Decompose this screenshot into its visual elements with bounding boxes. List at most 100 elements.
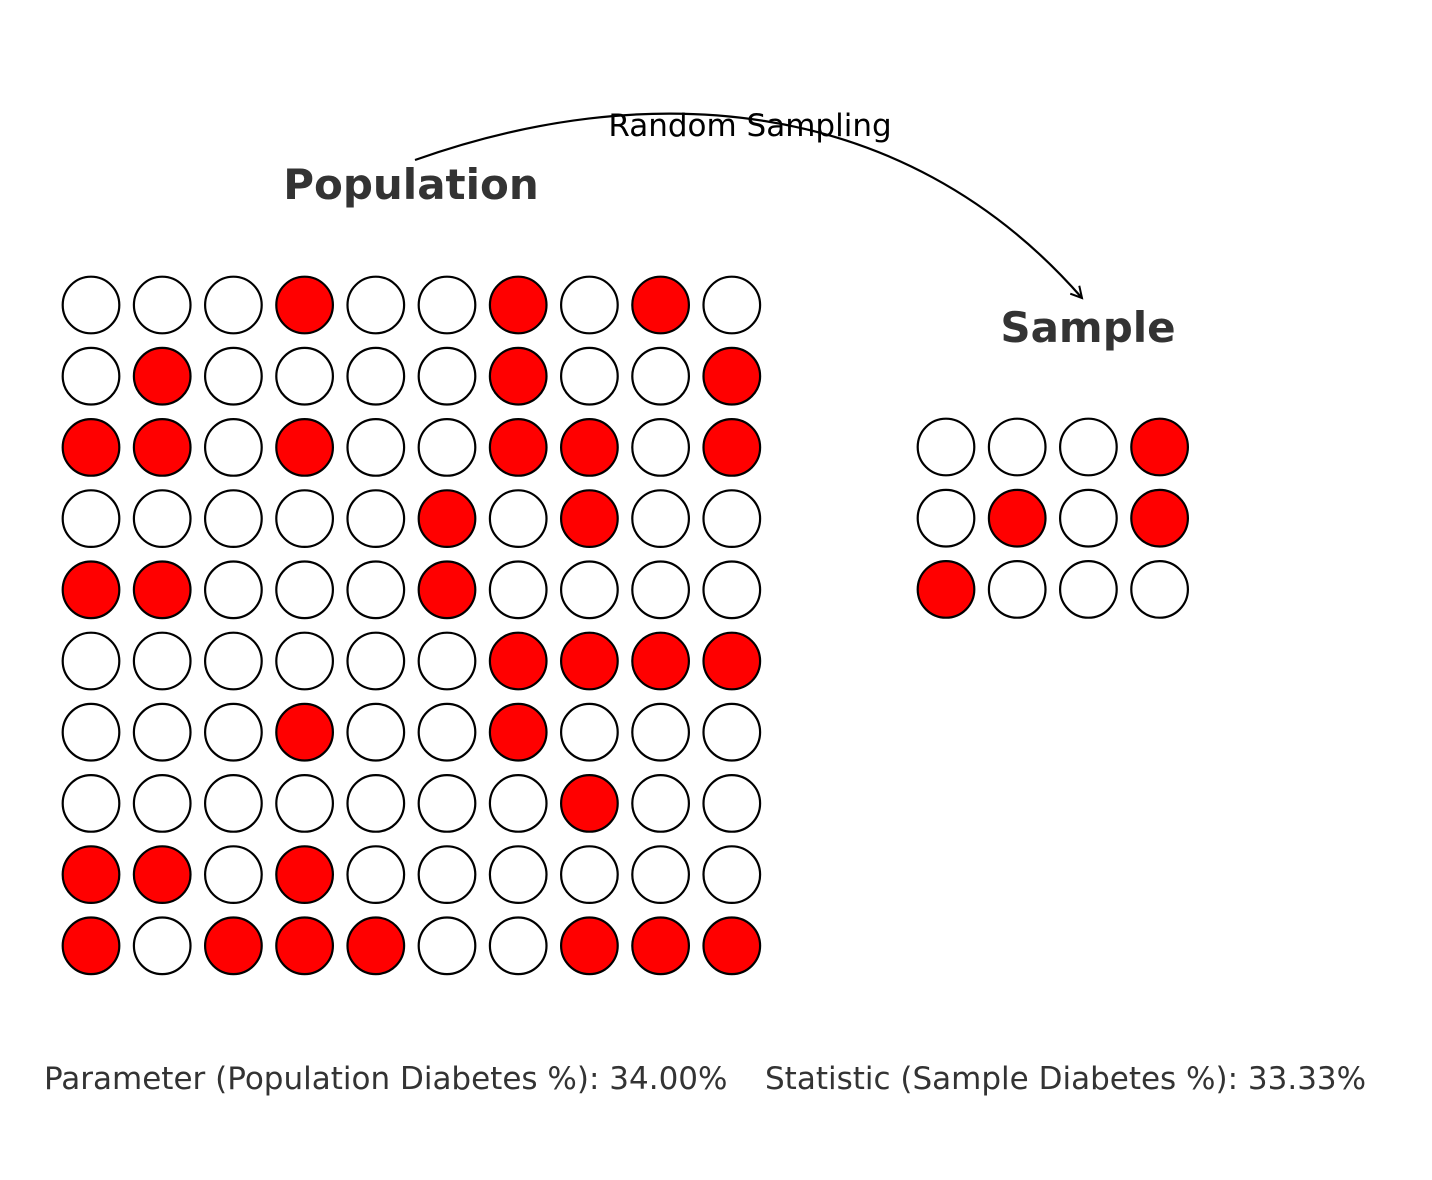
population-dot-healthy	[631, 346, 690, 406]
population-dot-diabetes	[488, 275, 548, 335]
population-dot-healthy	[702, 774, 762, 833]
population-dot-healthy	[132, 489, 192, 548]
sample-dot-healthy	[987, 560, 1047, 619]
population-dot-healthy	[346, 560, 406, 620]
population-dot-healthy	[275, 346, 335, 406]
population-dot-healthy	[631, 774, 690, 833]
population-dot-diabetes	[132, 845, 192, 904]
population-dot-healthy	[203, 560, 263, 620]
population-dot-healthy	[702, 275, 762, 335]
population-dot-diabetes	[631, 631, 690, 691]
population-dot-healthy	[560, 560, 619, 620]
population-dot-healthy	[702, 489, 762, 548]
sample-dot-healthy	[916, 417, 976, 477]
sample-dot-diabetes	[987, 488, 1047, 548]
population-dot-diabetes	[417, 560, 477, 620]
population-dot-healthy	[702, 560, 762, 620]
population-dot-healthy	[203, 631, 263, 691]
population-dot-diabetes	[346, 916, 406, 976]
population-dot-diabetes	[61, 560, 121, 620]
population-dot-healthy	[417, 346, 477, 406]
population-dot-healthy	[631, 418, 690, 477]
population-dot-healthy	[346, 774, 406, 833]
population-dot-diabetes	[132, 346, 192, 406]
population-dot-healthy	[203, 845, 263, 904]
population-dot-healthy	[275, 774, 335, 833]
population-dot-healthy	[346, 418, 406, 477]
population-dot-diabetes	[560, 489, 619, 548]
population-dot-healthy	[702, 845, 762, 904]
population-dot-healthy	[560, 275, 619, 335]
sample-dot-healthy	[1058, 488, 1118, 548]
population-dot-healthy	[488, 560, 548, 620]
population-dot-diabetes	[275, 845, 335, 904]
population-dot-healthy	[61, 346, 121, 406]
population-dot-diabetes	[417, 489, 477, 548]
population-dot-healthy	[560, 702, 619, 762]
sample-dot-diabetes	[916, 560, 976, 619]
population-dot-diabetes	[488, 631, 548, 691]
population-dot-diabetes	[702, 916, 762, 976]
sample-title: Sample	[1000, 303, 1175, 352]
population-dot-healthy	[631, 489, 690, 548]
population-dot-diabetes	[203, 916, 263, 976]
population-dot-healthy	[203, 275, 263, 335]
population-dot-healthy	[702, 702, 762, 762]
population-dot-diabetes	[61, 845, 121, 904]
population-dot-healthy	[417, 845, 477, 904]
statistic-label: Statistic (Sample Diabetes %): 33.33%	[765, 1061, 1366, 1097]
sample-dot-healthy	[987, 417, 1047, 477]
population-dot-diabetes	[702, 418, 762, 477]
population-dot-healthy	[203, 489, 263, 548]
population-dot-healthy	[417, 774, 477, 833]
population-dot-diabetes	[702, 346, 762, 406]
population-dot-healthy	[203, 702, 263, 762]
population-dot-diabetes	[560, 418, 619, 477]
population-dot-diabetes	[631, 916, 690, 976]
population-dot-diabetes	[560, 631, 619, 691]
population-dot-healthy	[417, 418, 477, 477]
population-dot-healthy	[132, 275, 192, 335]
random-sampling-label: Random Sampling	[608, 108, 891, 144]
population-dot-healthy	[346, 489, 406, 548]
population-dot-healthy	[132, 631, 192, 691]
population-dot-healthy	[275, 560, 335, 620]
population-dot-diabetes	[132, 560, 192, 620]
sample-dot-healthy	[1058, 560, 1118, 619]
population-dot-healthy	[560, 845, 619, 904]
sample-dot-healthy	[1058, 417, 1118, 477]
random-sampling-arrow	[414, 112, 1082, 298]
population-dot-healthy	[203, 418, 263, 477]
population-dot-diabetes	[275, 275, 335, 335]
population-dot-healthy	[61, 275, 121, 335]
population-title: Population	[283, 160, 539, 209]
population-dot-healthy	[275, 489, 335, 548]
population-dot-healthy	[488, 774, 548, 833]
sample-grid	[916, 417, 1189, 619]
sample-dot-healthy	[1130, 560, 1189, 619]
population-dot-healthy	[417, 916, 477, 976]
population-dot-healthy	[560, 346, 619, 406]
population-dot-healthy	[488, 845, 548, 904]
population-dot-healthy	[61, 702, 121, 762]
population-dot-healthy	[417, 275, 477, 335]
population-dot-diabetes	[488, 702, 548, 762]
sample-dot-healthy	[916, 488, 976, 548]
population-dot-diabetes	[132, 418, 192, 477]
population-dot-diabetes	[61, 916, 121, 976]
population-dot-healthy	[488, 916, 548, 976]
population-dot-diabetes	[275, 702, 335, 762]
population-dot-healthy	[488, 489, 548, 548]
population-dot-diabetes	[275, 916, 335, 976]
population-dot-healthy	[61, 774, 121, 833]
population-dot-healthy	[417, 702, 477, 762]
population-dot-diabetes	[488, 418, 548, 477]
population-dot-healthy	[346, 845, 406, 904]
population-dot-healthy	[346, 275, 406, 335]
population-dot-diabetes	[61, 418, 121, 477]
population-dot-healthy	[631, 702, 690, 762]
population-dot-diabetes	[560, 916, 619, 976]
population-dot-diabetes	[631, 275, 690, 335]
sample-dot-diabetes	[1130, 488, 1189, 548]
